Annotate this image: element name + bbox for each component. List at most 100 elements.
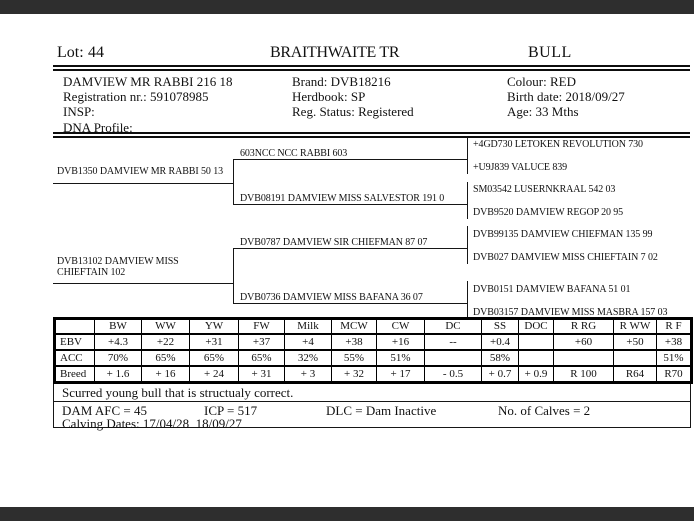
table-cell: 58% (481, 349, 519, 367)
info-column-middle: Brand: DVB18216 Herdbook: SP Reg. Status… (292, 74, 414, 120)
table-cell: + 31 (238, 365, 285, 384)
pedigree-ggp-2: +U9J839 VALUCE 839 (473, 162, 568, 173)
column-header-mcw: MCW (331, 317, 377, 335)
brand-field: Brand: DVB18216 (292, 74, 391, 89)
table-cell: +60 (553, 333, 614, 351)
top-black-bar (0, 0, 694, 14)
table-cell: +38 (331, 333, 377, 351)
stat-icp: ICP = 517 (204, 403, 258, 418)
animal-type: BULL (528, 44, 572, 61)
pedigree-ggp-8: DVB03157 DAMVIEW MISS MASBRA 157 03 (473, 307, 668, 318)
pedigree-sire-name: DVB1350 DAMVIEW MR RABBI 50 13 (57, 166, 223, 177)
pedigree-dam-dam-name: DVB0736 DAMVIEW MISS BAFANA 36 07 (240, 292, 423, 303)
table-cell: 65% (189, 349, 239, 367)
pedigree-dam-underline (53, 283, 233, 284)
acc-row: ACC 70% 65% 65% 65% 32% 55% 51% 58% 51% (54, 349, 692, 367)
table-cell (518, 349, 554, 367)
table-cell: +38 (656, 333, 692, 351)
table-cell: 51% (376, 349, 425, 367)
pedigree-dam-sire-underline (233, 248, 467, 249)
table-cell: R 100 (553, 365, 614, 384)
herdbook-field: Herdbook: SP (292, 89, 366, 105)
pedigree-sire-dam-name: DVB08191 DAMVIEW MISS SALVESTOR 191 0 (240, 193, 445, 204)
breeder-name: BRAITHWAITE TR (270, 44, 400, 61)
table-cell (518, 333, 554, 351)
table-cell: +4.3 (94, 333, 142, 351)
row-label-ebv: EBV (54, 333, 95, 351)
bottom-black-bar (0, 507, 694, 521)
pedigree-dam-name: DVB13102 DAMVIEW MISS CHIEFTAIN 102 (57, 256, 179, 278)
table-cell: R64 (613, 365, 657, 384)
pedigree-gg-bracket-3 (467, 226, 468, 264)
row-label-breed: Breed (54, 365, 95, 384)
ebv-row: EBV +4.3 +22 +31 +37 +4 +38 +16 -- +0.4 … (54, 333, 692, 351)
table-cell: 55% (331, 349, 377, 367)
pedigree-ggp-7: DVB0151 DAMVIEW BAFANA 51 01 (473, 284, 631, 295)
column-header-ww: WW (141, 317, 190, 335)
table-cell: -- (424, 333, 482, 351)
table-cell: + 24 (189, 365, 239, 384)
pedigree-sire-sire-name: 603NCC NCC RABBI 603 (240, 148, 348, 159)
column-header (54, 317, 95, 335)
table-cell: + 0.7 (481, 365, 519, 384)
stat-dam-afc: DAM AFC = 45 (62, 403, 147, 418)
table-cell: +50 (613, 333, 657, 351)
column-header-milk: Milk (284, 317, 332, 335)
table-cell (553, 349, 614, 367)
pedigree-gg-bracket-4 (467, 281, 468, 319)
table-cell (424, 349, 482, 367)
table-cell: +16 (376, 333, 425, 351)
table-cell: 65% (238, 349, 285, 367)
bull-comment: Scurred young bull that is structualy co… (54, 384, 690, 402)
column-header-rf: R F (656, 317, 692, 335)
info-divider-rule (53, 132, 690, 138)
pedigree-dam-sire-name: DVB0787 DAMVIEW SIR CHIEFMAN 87 07 (240, 237, 428, 248)
table-cell: + 1.6 (94, 365, 142, 384)
info-column-left: DAMVIEW MR RABBI 216 18 Registration nr.… (63, 74, 233, 135)
dna-profile-field: DNA Profile: (63, 119, 133, 135)
animal-name: DAMVIEW MR RABBI 216 18 (63, 74, 233, 89)
column-header-fw: FW (238, 317, 285, 335)
colour-field: Colour: RED (507, 74, 576, 89)
stat-dlc: DLC = Dam Inactive (326, 403, 437, 418)
pedigree-ggp-5: DVB99135 DAMVIEW CHIEFMAN 135 99 (473, 229, 653, 240)
column-header-rrg: R RG (553, 317, 614, 335)
table-cell: 65% (141, 349, 190, 367)
table-cell (613, 349, 657, 367)
lot-number: 44 (88, 44, 104, 61)
pedigree-ggp-1: +4GD730 LETOKEN REVOLUTION 730 (473, 139, 643, 150)
lot-label: Lot: (57, 44, 84, 61)
table-cell: +22 (141, 333, 190, 351)
table-cell: + 0.9 (518, 365, 554, 384)
dam-stats-row: DAM AFC = 45 ICP = 517 DLC = Dam Inactiv… (54, 403, 690, 418)
column-header-rww: R WW (613, 317, 657, 335)
column-header-dc: DC (424, 317, 482, 335)
registration-number: Registration nr.: 591078985 (63, 89, 209, 105)
column-header-cw: CW (376, 317, 425, 335)
ebv-table: BW WW YW FW Milk MCW CW DC SS DOC R RG R… (53, 317, 693, 384)
column-header-doc: DOC (518, 317, 554, 335)
table-cell: R70 (656, 365, 692, 384)
table-cell: +37 (238, 333, 285, 351)
header-divider-rule (53, 65, 690, 71)
table-cell: +31 (189, 333, 239, 351)
info-column-right: Colour: RED Birth date: 2018/09/27 Age: … (507, 74, 625, 120)
breed-row: Breed + 1.6 + 16 + 24 + 31 + 3 + 32 + 17… (54, 365, 692, 384)
pedigree-sire-bracket (233, 159, 234, 205)
table-cell: + 32 (331, 365, 377, 384)
column-header-ss: SS (481, 317, 519, 335)
age-field: Age: 33 Mths (507, 104, 579, 120)
pedigree-ggp-4: DVB9520 DAMVIEW REGOP 20 95 (473, 207, 624, 218)
pedigree-ggp-6: DVB027 DAMVIEW MISS CHIEFTAIN 7 02 (473, 252, 658, 263)
table-cell: + 16 (141, 365, 190, 384)
table-cell: - 0.5 (424, 365, 482, 384)
pedigree-gg-bracket-1 (467, 137, 468, 174)
row-label-acc: ACC (54, 349, 95, 367)
pedigree-sire-sire-underline (233, 159, 467, 160)
column-header-yw: YW (189, 317, 239, 335)
pedigree-gg-bracket-2 (467, 182, 468, 219)
reg-status-field: Reg. Status: Registered (292, 104, 414, 120)
stat-calves: No. of Calves = 2 (498, 403, 591, 418)
table-cell: +0.4 (481, 333, 519, 351)
